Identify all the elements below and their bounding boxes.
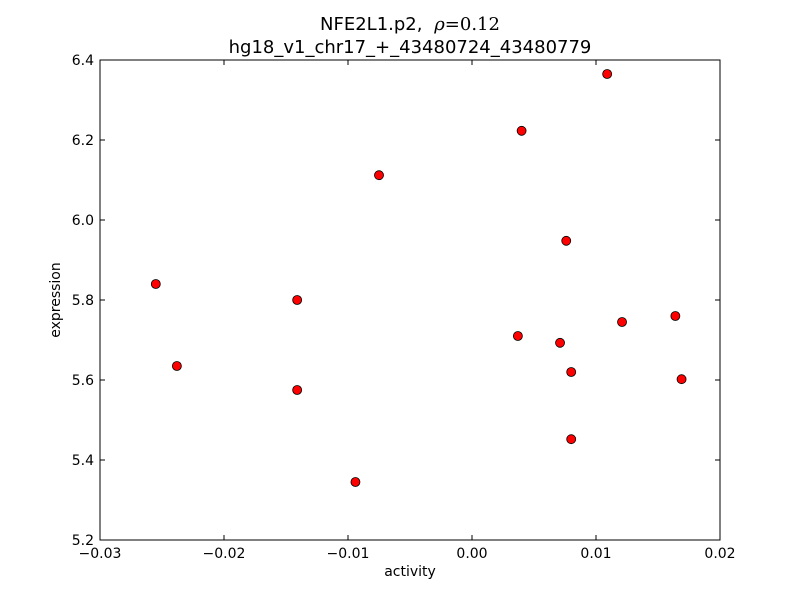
- y-tick-label: 5.2: [72, 533, 94, 549]
- axis-ticks: [99, 59, 721, 541]
- data-point: [555, 337, 565, 348]
- data-point: [617, 317, 627, 327]
- x-tick-label: −0.02: [203, 546, 246, 562]
- chart-title-line2: hg18_v1_chr17_+_43480724_43480779: [229, 37, 592, 58]
- plot-area: [99, 59, 721, 541]
- x-tick-label: 0.01: [580, 546, 611, 562]
- chart-title-rho-symbol: ρ: [433, 14, 445, 35]
- data-point: [292, 295, 303, 305]
- y-tick-label: 5.4: [72, 453, 94, 469]
- y-tick-label: 6.0: [72, 213, 94, 229]
- y-tick-label: 5.6: [72, 373, 94, 389]
- chart-title-line1: NFE2L1.p2, ρ=0.12: [320, 14, 500, 35]
- y-tick-label: 6.4: [72, 53, 94, 69]
- x-tick-label: 0.00: [456, 546, 487, 562]
- y-axis-label: expression: [48, 262, 64, 338]
- axis-tick-labels: −0.03 −0.02 −0.01 0.00 0.01 0.02 5.2 5.4 5.6 5.8 6…: [72, 53, 736, 562]
- data-points: [150, 69, 687, 487]
- y-tick-label: 5.8: [72, 293, 94, 309]
- data-point: [350, 477, 361, 487]
- data-point: [516, 125, 527, 136]
- data-point: [566, 434, 577, 445]
- data-point: [150, 279, 161, 289]
- x-axis-label: activity: [384, 564, 436, 580]
- chart-title-gene: NFE2L1.p2,: [320, 14, 422, 35]
- data-point: [676, 374, 687, 385]
- data-point: [171, 361, 182, 371]
- data-point: [602, 69, 613, 79]
- data-point: [566, 367, 577, 377]
- x-tick-label: −0.01: [327, 546, 370, 562]
- data-point: [670, 311, 681, 321]
- chart-title-rho-value: =0.12: [445, 14, 500, 35]
- x-tick-label: −0.03: [79, 546, 122, 562]
- y-tick-label: 6.2: [72, 133, 94, 149]
- data-point: [561, 235, 572, 246]
- data-point: [374, 170, 384, 181]
- data-point: [512, 331, 523, 341]
- x-tick-label: 0.02: [704, 546, 735, 562]
- data-point: [292, 385, 303, 395]
